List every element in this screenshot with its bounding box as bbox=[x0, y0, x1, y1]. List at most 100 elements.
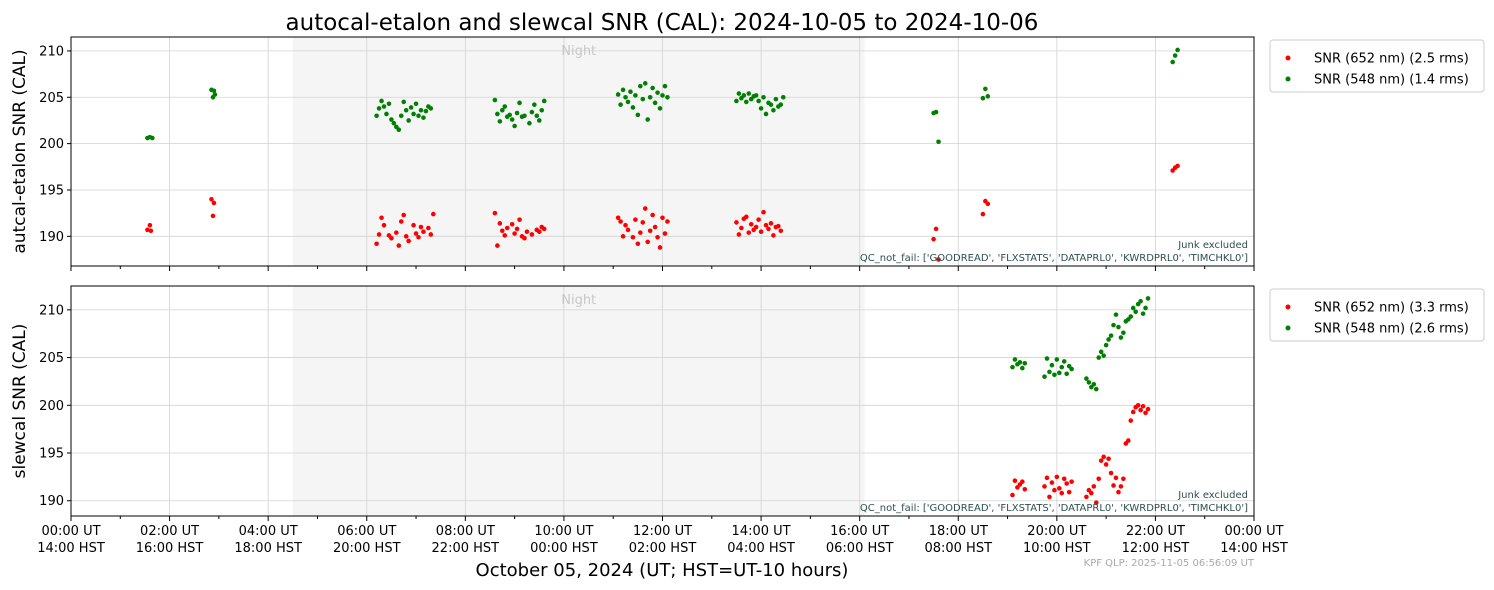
data-point bbox=[539, 107, 545, 113]
data-point bbox=[615, 92, 621, 97]
data-point bbox=[736, 91, 742, 96]
data-point bbox=[618, 102, 623, 107]
data-point bbox=[428, 106, 434, 111]
data-point bbox=[1103, 342, 1109, 348]
data-point bbox=[401, 99, 407, 105]
data-point bbox=[766, 226, 771, 232]
x-tick-label-ut: 06:00 UT bbox=[337, 524, 396, 539]
annotation-junk: Junk excluded bbox=[1177, 490, 1248, 501]
y-tick-label: 190 bbox=[39, 494, 64, 509]
data-point bbox=[522, 235, 527, 241]
data-point bbox=[734, 220, 739, 225]
data-point bbox=[406, 118, 411, 123]
data-point bbox=[418, 107, 424, 113]
data-point bbox=[150, 135, 155, 141]
data-point bbox=[1012, 478, 1018, 483]
data-point bbox=[780, 94, 786, 100]
data-point bbox=[147, 222, 153, 228]
data-point bbox=[211, 88, 217, 94]
data-point bbox=[210, 213, 216, 219]
data-point bbox=[1170, 59, 1175, 65]
data-point bbox=[936, 257, 941, 262]
data-point bbox=[756, 98, 761, 104]
data-point bbox=[536, 118, 542, 123]
data-point bbox=[398, 113, 404, 119]
data-point bbox=[512, 231, 517, 236]
data-point bbox=[618, 219, 623, 224]
legend-marker bbox=[1285, 76, 1291, 82]
data-point bbox=[416, 113, 421, 119]
data-point bbox=[1084, 494, 1089, 500]
data-point bbox=[776, 223, 781, 229]
data-point bbox=[376, 106, 382, 111]
y-tick-label: 210 bbox=[39, 44, 64, 59]
data-point bbox=[660, 215, 665, 221]
data-point bbox=[211, 200, 217, 206]
data-point bbox=[645, 239, 651, 245]
data-point bbox=[1020, 365, 1025, 371]
data-point bbox=[1061, 359, 1067, 364]
data-point bbox=[1133, 309, 1138, 315]
data-point bbox=[1130, 409, 1136, 415]
data-point bbox=[1140, 311, 1146, 316]
data-point bbox=[1140, 403, 1146, 409]
data-point bbox=[430, 211, 436, 217]
data-point bbox=[1111, 483, 1116, 488]
data-point bbox=[1101, 353, 1106, 358]
data-point bbox=[748, 221, 754, 227]
data-point bbox=[1069, 366, 1074, 372]
data-point bbox=[761, 94, 766, 100]
data-point bbox=[421, 229, 426, 234]
data-point bbox=[983, 86, 988, 92]
data-point bbox=[746, 91, 752, 96]
data-point bbox=[665, 219, 670, 224]
x-tick-label-ut: 00:00 UT bbox=[1224, 524, 1283, 539]
data-point bbox=[630, 105, 636, 110]
data-point bbox=[391, 120, 397, 126]
x-tick-label-ut: 02:00 UT bbox=[140, 524, 199, 539]
data-point bbox=[1093, 386, 1099, 392]
data-point bbox=[502, 104, 508, 109]
y-tick-label: 210 bbox=[39, 303, 64, 318]
series-green bbox=[145, 47, 1180, 145]
data-point bbox=[509, 221, 515, 227]
x-tick-label-hst: 22:00 HST bbox=[432, 541, 500, 556]
data-point bbox=[650, 212, 655, 218]
data-point bbox=[509, 117, 515, 122]
data-point bbox=[413, 231, 419, 236]
data-point bbox=[512, 123, 517, 129]
data-point bbox=[517, 217, 522, 222]
data-point bbox=[1017, 360, 1023, 365]
data-point bbox=[428, 232, 434, 237]
data-point bbox=[1145, 406, 1151, 412]
data-point bbox=[652, 100, 658, 106]
data-point bbox=[1093, 500, 1099, 505]
data-point bbox=[536, 229, 542, 234]
legend-label: SNR (652 nm) (3.3 rms) bbox=[1314, 301, 1469, 316]
data-point bbox=[406, 238, 411, 244]
data-point bbox=[630, 234, 636, 240]
data-point bbox=[1042, 484, 1047, 489]
data-point bbox=[517, 100, 522, 106]
data-point bbox=[492, 210, 498, 216]
data-point bbox=[756, 217, 761, 222]
data-point bbox=[1096, 355, 1102, 360]
data-point bbox=[210, 94, 216, 100]
data-point bbox=[376, 232, 382, 237]
x-tick-label-hst: 06:00 HST bbox=[826, 541, 894, 556]
x-tick-label-ut: 14:00 UT bbox=[732, 524, 791, 539]
data-point bbox=[497, 119, 503, 124]
y-tick-label: 195 bbox=[39, 183, 64, 198]
data-point bbox=[758, 106, 764, 111]
data-point bbox=[660, 93, 665, 98]
data-point bbox=[1022, 361, 1028, 366]
x-tick-label-ut: 10:00 UT bbox=[534, 524, 593, 539]
data-point bbox=[933, 226, 939, 232]
data-point bbox=[1118, 484, 1124, 489]
y-axis-label: autcal-etalon SNR (CAL) bbox=[10, 49, 30, 253]
data-point bbox=[662, 83, 668, 89]
x-tick-label-hst: 04:00 HST bbox=[727, 541, 795, 556]
data-point bbox=[1098, 349, 1104, 355]
data-point bbox=[1089, 490, 1094, 496]
x-tick-label-ut: 22:00 UT bbox=[1126, 524, 1185, 539]
